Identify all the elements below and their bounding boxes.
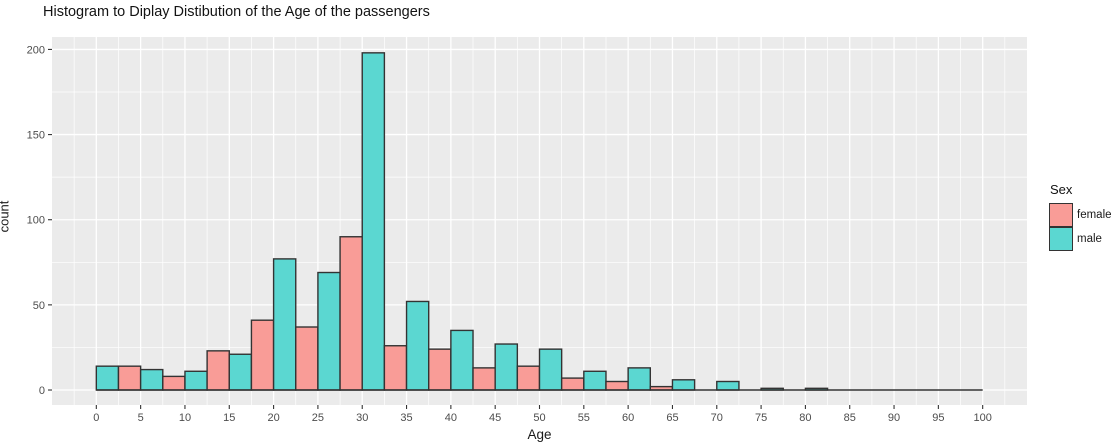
x-tick-label: 60: [622, 412, 634, 424]
histogram-bar-male-25: [317, 271, 341, 391]
y-axis-title: count: [0, 200, 12, 233]
histogram-bar-male-20: [272, 258, 297, 391]
histogram-bar-female-25: [295, 326, 319, 391]
histogram-bar-male-40: [450, 329, 474, 391]
legend-label-female: female: [1077, 209, 1112, 221]
x-tick-label: 10: [179, 412, 191, 424]
legend-swatch-male: [1049, 227, 1073, 251]
histogram-bar-male-50: [538, 348, 563, 391]
x-tick-label: 15: [223, 412, 235, 424]
x-tick-label: 50: [533, 412, 545, 424]
x-tick-label: 85: [844, 412, 856, 424]
legend-label-male: male: [1077, 233, 1102, 245]
legend: Sex female male: [1049, 182, 1112, 251]
histogram-bar-male-15: [228, 353, 253, 391]
histogram-bar-male-30: [361, 52, 386, 391]
legend-title: Sex: [1050, 182, 1073, 197]
histogram-bar-female-15: [206, 350, 230, 391]
x-tick-label: 90: [888, 412, 900, 424]
histogram-bar-female-10: [162, 375, 186, 391]
x-tick-label: 5: [138, 412, 144, 424]
x-tick-label: 25: [312, 412, 324, 424]
histogram-bar-male-45: [494, 343, 519, 391]
histogram-bar-female-30: [339, 236, 363, 391]
x-tick-label: 40: [445, 412, 457, 424]
x-tick-label: 45: [489, 412, 501, 424]
x-tick-label: 35: [400, 412, 412, 424]
y-tick-label: 0: [39, 385, 45, 397]
histogram-bar-male-35: [405, 300, 430, 391]
x-tick-label: 55: [578, 412, 590, 424]
y-tick-label: 150: [27, 130, 45, 142]
legend-entry-female: female: [1049, 203, 1112, 227]
histogram-bar-female-60: [605, 380, 629, 391]
y-tick-label: 100: [27, 215, 45, 227]
histogram-bar-female-40: [428, 348, 452, 391]
x-tick-label: 95: [932, 412, 944, 424]
chart-title: Histogram to Diplay Distibution of the A…: [43, 4, 430, 20]
x-tick-label: 30: [356, 412, 368, 424]
y-tick-label: 50: [33, 300, 45, 312]
histogram-bar-female-5: [117, 365, 142, 391]
x-tick-label: 65: [666, 412, 678, 424]
histogram-bar-female-45: [472, 367, 496, 391]
histogram-bar-male-10: [184, 370, 208, 391]
x-axis-title: Age: [527, 427, 552, 442]
x-tick-label: 20: [267, 412, 279, 424]
x-tick-label: 70: [711, 412, 723, 424]
histogram-bar-female-35: [383, 345, 408, 391]
x-tick-label: 0: [93, 412, 99, 424]
x-tick-label: 75: [755, 412, 767, 424]
x-tick-label: 100: [974, 412, 992, 424]
histogram-bar-male-5: [139, 368, 164, 391]
histogram-bar-female-55: [560, 377, 585, 391]
histogram-bar-male-70: [716, 380, 740, 391]
histogram-bar-female-50: [516, 365, 541, 391]
histogram-bar-male-55: [583, 370, 607, 391]
histogram-bar-male-65: [671, 379, 696, 391]
x-tick-label: 80: [799, 412, 811, 424]
legend-swatch-female: [1049, 203, 1073, 227]
histogram-bar-female-20: [250, 319, 275, 391]
legend-entry-male: male: [1049, 227, 1112, 251]
histogram-bar-male-0: [95, 365, 120, 391]
y-tick-label: 200: [27, 44, 45, 56]
histogram-bar-male-60: [627, 367, 651, 391]
